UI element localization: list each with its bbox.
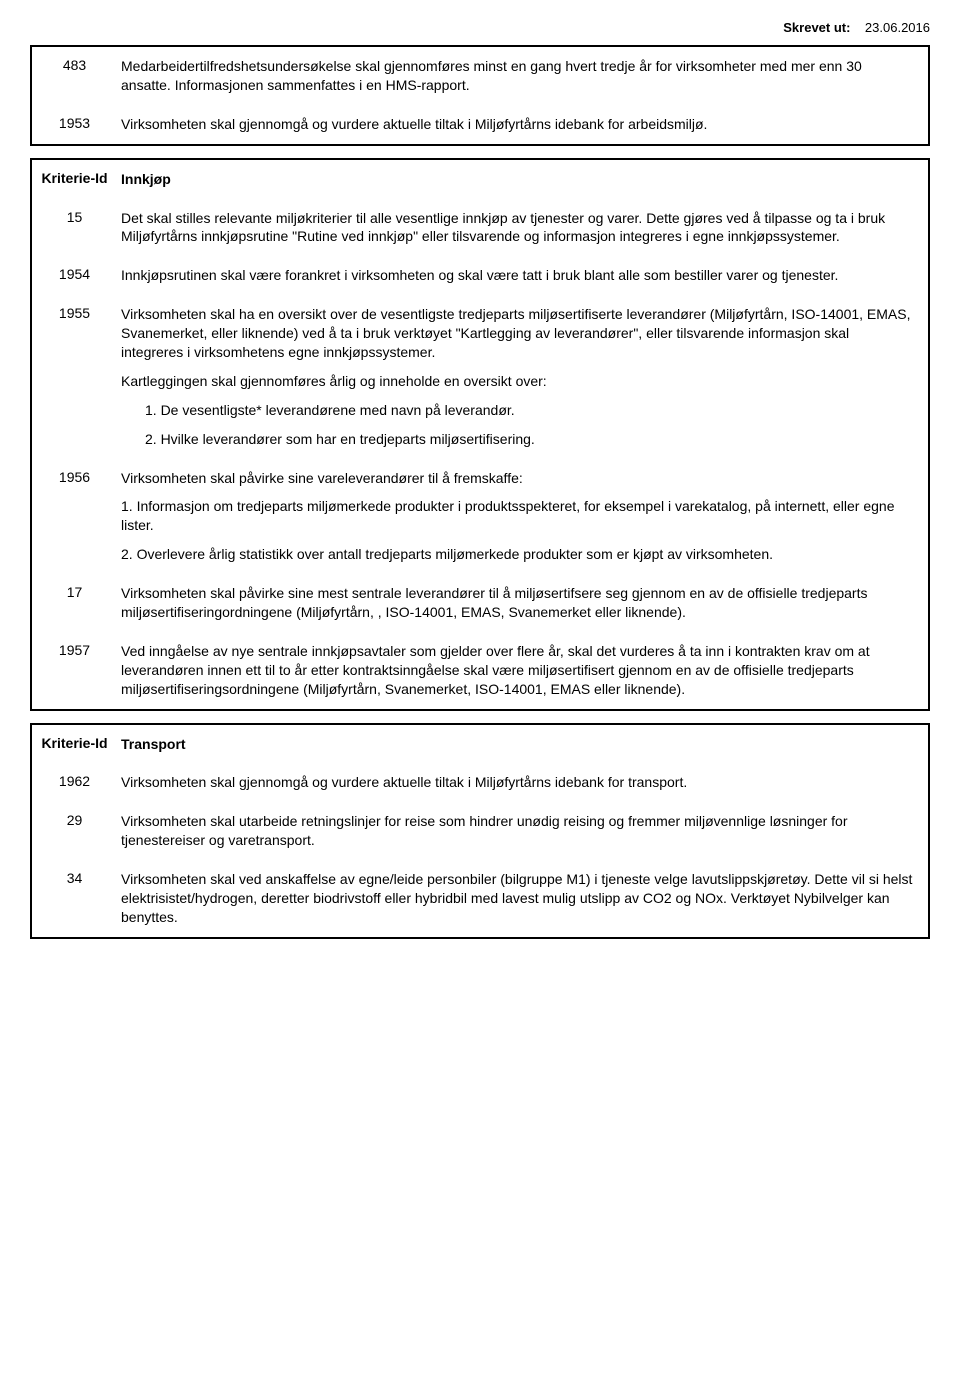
criteria-text: Innkjøpsrutinen skal være forankret i vi… bbox=[117, 256, 928, 295]
criteria-text: Virksomheten skal gjennomgå og vurdere a… bbox=[117, 105, 928, 144]
criteria-text: Medarbeidertilfredshetsundersøkelse skal… bbox=[117, 47, 928, 105]
criteria-text: Virksomheten skal ha en oversikt over de… bbox=[117, 295, 928, 458]
paragraph: Innkjøpsrutinen skal være forankret i vi… bbox=[121, 266, 914, 285]
criteria-text: Det skal stilles relevante miljøkriterie… bbox=[117, 199, 928, 257]
criteria-row: Kriterie-IdTransport bbox=[32, 725, 928, 764]
criteria-id: 1954 bbox=[32, 256, 117, 292]
paragraph: Virksomheten skal gjennomgå og vurdere a… bbox=[121, 115, 914, 134]
criteria-row: 483Medarbeidertilfredshetsundersøkelse s… bbox=[32, 47, 928, 105]
criteria-text: Ved inngåelse av nye sentrale innkjøpsav… bbox=[117, 632, 928, 709]
criteria-row: 1954Innkjøpsrutinen skal være forankret … bbox=[32, 256, 928, 295]
criteria-id: 1957 bbox=[32, 632, 117, 668]
criteria-row: 17Virksomheten skal påvirke sine mest se… bbox=[32, 574, 928, 632]
criteria-text: Virksomheten skal utarbeide retningslinj… bbox=[117, 802, 928, 860]
print-date: 23.06.2016 bbox=[865, 20, 930, 35]
criteria-id: 15 bbox=[32, 199, 117, 235]
paragraph: Kartleggingen skal gjennomføres årlig og… bbox=[121, 372, 914, 391]
paragraph: Ved inngåelse av nye sentrale innkjøpsav… bbox=[121, 642, 914, 699]
paragraph: 2. Overlevere årlig statistikk over anta… bbox=[121, 545, 914, 564]
criteria-id: 1962 bbox=[32, 763, 117, 799]
paragraph: Virksomheten skal påvirke sine mest sent… bbox=[121, 584, 914, 622]
paragraph: Virksomheten skal ha en oversikt over de… bbox=[121, 305, 914, 362]
print-header: Skrevet ut: 23.06.2016 bbox=[30, 20, 930, 35]
document-page: Skrevet ut: 23.06.2016 483Medarbeidertil… bbox=[0, 0, 960, 981]
criteria-id: 1955 bbox=[32, 295, 117, 331]
criteria-id: 34 bbox=[32, 860, 117, 896]
criteria-id: 1956 bbox=[32, 459, 117, 495]
criteria-box: Kriterie-IdInnkjøp15Det skal stilles rel… bbox=[30, 158, 930, 711]
paragraph: Virksomheten skal utarbeide retningslinj… bbox=[121, 812, 914, 850]
paragraph: Virksomheten skal ved anskaffelse av egn… bbox=[121, 870, 914, 927]
criteria-row: 34Virksomheten skal ved anskaffelse av e… bbox=[32, 860, 928, 937]
criteria-text: Virksomheten skal påvirke sine varelever… bbox=[117, 459, 928, 575]
criteria-id: 483 bbox=[32, 47, 117, 83]
paragraph: Innkjøp bbox=[121, 170, 914, 189]
criteria-row: 29Virksomheten skal utarbeide retningsli… bbox=[32, 802, 928, 860]
criteria-text: Virksomheten skal påvirke sine mest sent… bbox=[117, 574, 928, 632]
criteria-box: 483Medarbeidertilfredshetsundersøkelse s… bbox=[30, 45, 930, 146]
criteria-id: 1953 bbox=[32, 105, 117, 141]
criteria-text: Innkjøp bbox=[117, 160, 928, 199]
criteria-row: Kriterie-IdInnkjøp bbox=[32, 160, 928, 199]
paragraph: Virksomheten skal gjennomgå og vurdere a… bbox=[121, 773, 914, 792]
paragraph: 1. De vesentligste* leverandørene med na… bbox=[121, 401, 914, 420]
criteria-id: 17 bbox=[32, 574, 117, 610]
criteria-row: 15Det skal stilles relevante miljøkriter… bbox=[32, 199, 928, 257]
paragraph: Medarbeidertilfredshetsundersøkelse skal… bbox=[121, 57, 914, 95]
paragraph: Det skal stilles relevante miljøkriterie… bbox=[121, 209, 914, 247]
criteria-row: 1956Virksomheten skal påvirke sine varel… bbox=[32, 459, 928, 575]
criteria-row: 1957Ved inngåelse av nye sentrale innkjø… bbox=[32, 632, 928, 709]
paragraph: Virksomheten skal påvirke sine varelever… bbox=[121, 469, 914, 488]
criteria-text: Transport bbox=[117, 725, 928, 764]
criteria-id: 29 bbox=[32, 802, 117, 838]
criteria-row: 1955Virksomheten skal ha en oversikt ove… bbox=[32, 295, 928, 458]
paragraph: 1. Informasjon om tredjeparts miljømerke… bbox=[121, 497, 914, 535]
boxes-container: 483Medarbeidertilfredshetsundersøkelse s… bbox=[30, 45, 930, 939]
criteria-row: 1953Virksomheten skal gjennomgå og vurde… bbox=[32, 105, 928, 144]
criteria-box: Kriterie-IdTransport1962Virksomheten ska… bbox=[30, 723, 930, 939]
criteria-text: Virksomheten skal gjennomgå og vurdere a… bbox=[117, 763, 928, 802]
criteria-text: Virksomheten skal ved anskaffelse av egn… bbox=[117, 860, 928, 937]
criteria-id: Kriterie-Id bbox=[32, 725, 117, 761]
criteria-id: Kriterie-Id bbox=[32, 160, 117, 196]
paragraph: Transport bbox=[121, 735, 914, 754]
criteria-row: 1962Virksomheten skal gjennomgå og vurde… bbox=[32, 763, 928, 802]
print-label: Skrevet ut: bbox=[783, 20, 850, 35]
paragraph: 2. Hvilke leverandører som har en tredje… bbox=[121, 430, 914, 449]
